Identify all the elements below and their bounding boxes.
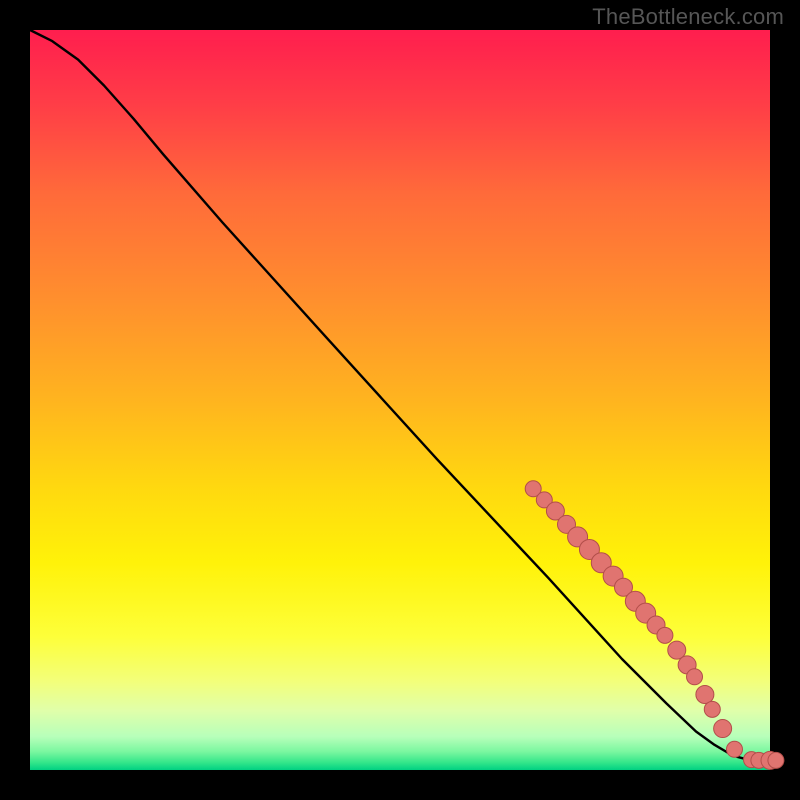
gradient-background [30,30,770,770]
chart-canvas: TheBottleneck.com [0,0,800,800]
chart-svg [0,0,800,800]
data-marker [696,686,714,704]
data-marker [704,701,720,717]
watermark-text: TheBottleneck.com [592,4,784,30]
data-marker [726,741,742,757]
data-marker [714,720,732,738]
data-marker [768,752,784,768]
data-marker [657,627,673,643]
data-marker [687,669,703,685]
